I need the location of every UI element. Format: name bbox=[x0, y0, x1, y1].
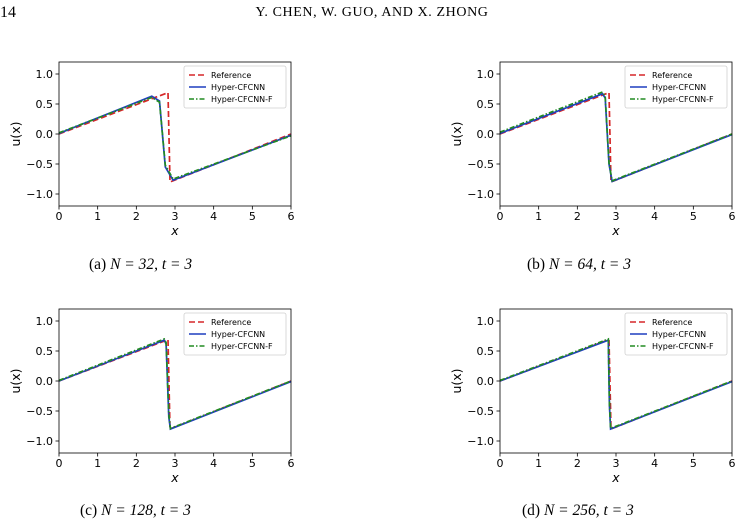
legend-label: Hyper-CFCNN-F bbox=[652, 342, 714, 351]
y-tick-label: −1.0 bbox=[26, 188, 53, 201]
y-tick-label: 0.0 bbox=[36, 375, 54, 388]
x-tick-label: 4 bbox=[651, 457, 658, 470]
y-tick-label: −0.5 bbox=[467, 405, 494, 418]
x-tick-label: 4 bbox=[651, 210, 658, 223]
y-tick-label: 0.0 bbox=[36, 128, 54, 141]
chart-a: 0 1 2 3 4 5 6 1.0 0.5 0.0 −0.5 −1.0 x u(x) Reference Hy… bbox=[8, 61, 295, 238]
legend-box bbox=[624, 312, 728, 356]
figure-panel-c: 0 1 2 3 4 5 6 1.0 0.5 0.0 −0.5 −1.0 x u(x) Reference Hy… bbox=[0, 303, 300, 488]
legend-label: Hyper-CFCNN bbox=[652, 83, 706, 92]
chart-c: 0 1 2 3 4 5 6 1.0 0.5 0.0 −0.5 −1.0 x u(x) Reference Hy… bbox=[8, 308, 295, 485]
x-tick-label: 6 bbox=[288, 457, 295, 470]
figure-panel-d: 0 1 2 3 4 5 6 1.0 0.5 0.0 −0.5 −1.0 x u(x) Reference Hy… bbox=[441, 303, 741, 488]
y-tick-label: −0.5 bbox=[467, 158, 494, 171]
caption-a: (a) N = 32, t = 3 bbox=[89, 256, 193, 273]
x-tick-label: 0 bbox=[56, 210, 63, 223]
x-tick-label: 3 bbox=[172, 210, 179, 223]
y-tick-label: −0.5 bbox=[26, 158, 53, 171]
x-tick-label: 3 bbox=[613, 210, 620, 223]
x-tick-label: 0 bbox=[497, 210, 504, 223]
caption-c: (c) N = 128, t = 3 bbox=[80, 502, 191, 519]
x-tick-label: 4 bbox=[210, 210, 217, 223]
x-tick-label: 1 bbox=[94, 210, 101, 223]
y-tick-label: 1.0 bbox=[477, 315, 495, 328]
y-tick-label: −1.0 bbox=[467, 435, 494, 448]
x-tick-label: 2 bbox=[133, 210, 140, 223]
legend-label: Hyper-CFCNN bbox=[211, 83, 265, 92]
series-line-3 bbox=[499, 337, 733, 430]
y-tick-label: 0.0 bbox=[477, 375, 495, 388]
y-tick-label: 0.5 bbox=[477, 345, 495, 358]
x-tick-label: 0 bbox=[56, 457, 63, 470]
x-tick-label: 1 bbox=[535, 457, 542, 470]
y-tick-label: 1.0 bbox=[477, 68, 495, 81]
legend-box bbox=[624, 65, 728, 109]
legend-label: Reference bbox=[211, 71, 251, 80]
x-tick-label: 0 bbox=[497, 457, 504, 470]
page-number: 14 bbox=[0, 4, 16, 21]
y-tick-label: 0.5 bbox=[36, 98, 54, 111]
x-tick-label: 3 bbox=[613, 457, 620, 470]
series-line-3 bbox=[58, 337, 292, 430]
y-axis-label: u(x) bbox=[449, 368, 464, 393]
legend-label: Hyper-CFCNN-F bbox=[652, 95, 714, 104]
legend-label: Hyper-CFCNN bbox=[652, 330, 706, 339]
y-tick-label: −1.0 bbox=[26, 435, 53, 448]
x-tick-label: 2 bbox=[133, 457, 140, 470]
legend-label: Reference bbox=[652, 71, 692, 80]
legend-label: Reference bbox=[211, 318, 251, 327]
x-axis-label: x bbox=[611, 470, 620, 485]
legend-label: Hyper-CFCNN-F bbox=[211, 342, 273, 351]
legend-box bbox=[183, 65, 287, 109]
x-tick-label: 6 bbox=[729, 210, 736, 223]
chart-d: 0 1 2 3 4 5 6 1.0 0.5 0.0 −0.5 −1.0 x u(x) Reference Hy… bbox=[449, 308, 736, 485]
y-tick-label: 0.5 bbox=[477, 98, 495, 111]
x-tick-label: 1 bbox=[94, 457, 101, 470]
x-axis-label: x bbox=[170, 470, 179, 485]
y-tick-label: 0.0 bbox=[477, 128, 495, 141]
x-tick-label: 2 bbox=[574, 457, 581, 470]
x-tick-label: 5 bbox=[690, 210, 697, 223]
legend-label: Hyper-CFCNN bbox=[211, 330, 265, 339]
series-line-3 bbox=[58, 96, 292, 181]
running-head: Y. CHEN, W. GUO, AND X. ZHONG bbox=[255, 5, 489, 20]
y-axis-label: u(x) bbox=[8, 368, 23, 393]
chart-b: 0 1 2 3 4 5 6 1.0 0.5 0.0 −0.5 −1.0 x u(x) Reference Hy… bbox=[449, 61, 736, 238]
x-tick-label: 1 bbox=[535, 210, 542, 223]
y-tick-label: 0.5 bbox=[36, 345, 54, 358]
x-axis-label: x bbox=[611, 223, 620, 238]
x-axis-label: x bbox=[170, 223, 179, 238]
x-tick-label: 3 bbox=[172, 457, 179, 470]
x-tick-label: 5 bbox=[690, 457, 697, 470]
x-tick-label: 6 bbox=[288, 210, 295, 223]
y-tick-label: −0.5 bbox=[26, 405, 53, 418]
y-tick-label: 1.0 bbox=[36, 68, 54, 81]
caption-b: (b) N = 64, t = 3 bbox=[527, 256, 632, 273]
legend-label: Reference bbox=[652, 318, 692, 327]
figure-panel-b: 0 1 2 3 4 5 6 1.0 0.5 0.0 −0.5 −1.0 x u(x) Reference Hy… bbox=[441, 56, 741, 241]
x-tick-label: 6 bbox=[729, 457, 736, 470]
caption-d: (d) N = 256, t = 3 bbox=[522, 502, 634, 519]
x-tick-label: 2 bbox=[574, 210, 581, 223]
x-tick-label: 5 bbox=[249, 210, 256, 223]
y-axis-label: u(x) bbox=[449, 121, 464, 146]
x-tick-label: 4 bbox=[210, 457, 217, 470]
series-line-2 bbox=[58, 95, 292, 182]
legend-label: Hyper-CFCNN-F bbox=[211, 95, 273, 104]
y-axis-label: u(x) bbox=[8, 121, 23, 146]
legend-box bbox=[183, 312, 287, 356]
y-tick-label: 1.0 bbox=[36, 315, 54, 328]
y-tick-label: −1.0 bbox=[467, 188, 494, 201]
series-line-3 bbox=[499, 90, 733, 182]
figure-panel-a: 0 1 2 3 4 5 6 1.0 0.5 0.0 −0.5 −1.0 x u(x) Reference Hy… bbox=[0, 56, 300, 241]
x-tick-label: 5 bbox=[249, 457, 256, 470]
